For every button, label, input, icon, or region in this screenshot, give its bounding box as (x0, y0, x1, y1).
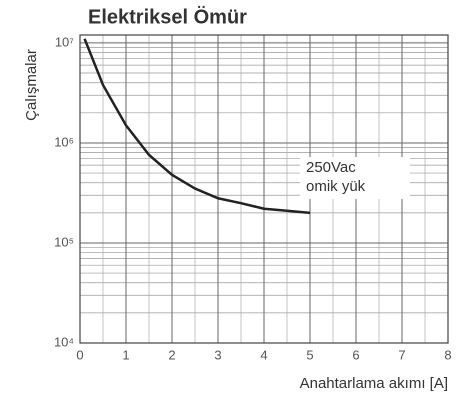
x-tick-label: 3 (214, 347, 221, 362)
annotation-bg (300, 157, 410, 199)
y-tick-label: 10⁴ (54, 334, 74, 349)
x-tick-label: 0 (76, 347, 83, 362)
y-axis-label: Çalışmalar (23, 49, 40, 121)
y-tick-label: 10⁶ (54, 134, 74, 149)
chart-title: Elektriksel Ömür (88, 5, 247, 28)
x-tick-label: 2 (168, 347, 175, 362)
x-tick-label: 8 (444, 347, 451, 362)
plot-frame (79, 34, 449, 344)
y-tick-label: 10⁵ (54, 234, 74, 249)
x-tick-label: 1 (122, 347, 129, 362)
annotation: 250Vac (306, 159, 356, 176)
x-tick-label: 5 (306, 347, 313, 362)
x-tick-label: 4 (260, 347, 267, 362)
curve (83, 38, 311, 215)
annotation: omik yük (306, 178, 366, 195)
y-tick-label: 10⁷ (55, 34, 74, 49)
x-axis-label: Anahtarlama akımı [A] (300, 375, 448, 392)
x-tick-label: 6 (352, 347, 359, 362)
x-tick-label: 7 (398, 347, 405, 362)
